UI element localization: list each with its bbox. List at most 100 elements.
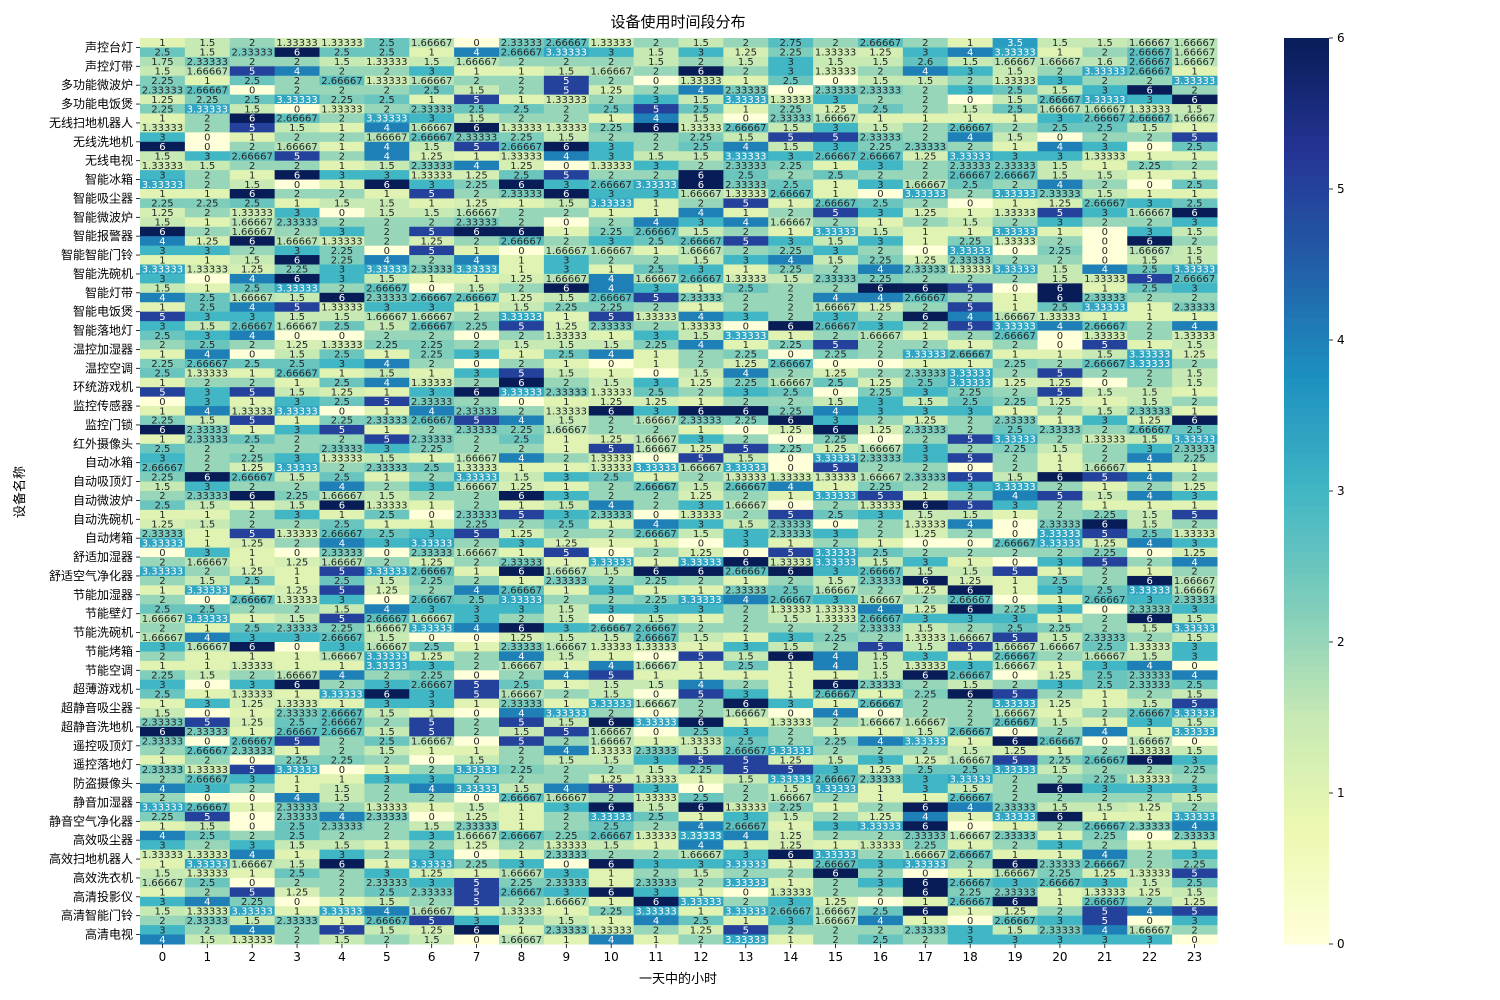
heatmap-cell — [992, 859, 1039, 869]
cell-annotation: 1.25 — [1049, 378, 1071, 389]
heatmap-cell — [454, 491, 500, 501]
y-tick-label: 声控灯带 — [85, 59, 133, 73]
heatmap-cell — [992, 840, 1039, 851]
cell-annotation: 3.33333 — [591, 199, 632, 210]
heatmap-cell — [543, 774, 590, 785]
cell-annotation: 2 — [1012, 680, 1018, 691]
cell-annotation: 1.33333 — [232, 661, 273, 672]
cell-annotation: 3 — [832, 529, 838, 540]
colorbar-segment — [1284, 906, 1329, 915]
heatmap-cell — [1037, 255, 1083, 265]
heatmap-cell — [633, 623, 680, 634]
heatmap-cell — [588, 396, 635, 407]
heatmap-cell — [813, 179, 859, 190]
heatmap-cell — [364, 38, 410, 48]
heatmap-cell — [902, 302, 949, 313]
y-tick-label: 智能智能门铃 — [61, 247, 133, 262]
heatmap-cell — [992, 302, 1039, 313]
heatmap-cell — [1082, 283, 1128, 294]
heatmap-cell — [140, 500, 186, 511]
cell-annotation: 4 — [1191, 321, 1197, 332]
heatmap-cell — [454, 783, 500, 794]
cell-annotation: 4 — [339, 671, 345, 682]
cell-annotation: 2.66667 — [411, 321, 452, 332]
cell-annotation: 2 — [159, 557, 165, 568]
heatmap-cell — [364, 47, 410, 58]
cell-annotation: 1.5 — [558, 67, 574, 78]
cell-annotation: 2 — [1057, 689, 1063, 700]
cell-annotation: 1 — [159, 435, 165, 446]
cell-annotation: 0 — [249, 350, 255, 361]
heatmap-cell — [902, 632, 949, 643]
cell-annotation: 2 — [1102, 218, 1108, 229]
cell-annotation: 1 — [473, 699, 479, 710]
heatmap-cell — [229, 642, 276, 652]
heatmap-cell — [1037, 594, 1083, 605]
cell-annotation: 5 — [743, 236, 749, 247]
heatmap-cell — [364, 340, 410, 350]
heatmap-cell — [364, 811, 410, 822]
heatmap-cell — [454, 830, 500, 841]
heatmap-cell — [813, 113, 859, 124]
heatmap-cell — [364, 708, 410, 718]
heatmap-cell — [1082, 160, 1128, 171]
heatmap-cell — [1037, 821, 1083, 832]
cell-annotation: 2 — [922, 321, 928, 332]
heatmap-cell — [184, 179, 231, 190]
cell-annotation: 2.66667 — [725, 567, 766, 578]
heatmap-cell — [723, 160, 769, 171]
heatmap-cell — [409, 151, 455, 162]
heatmap-cell — [1127, 755, 1173, 766]
heatmap-cell — [229, 292, 276, 303]
cell-annotation: 3.33333 — [411, 538, 452, 549]
heatmap-cell — [1082, 896, 1128, 907]
cell-annotation: 2 — [384, 784, 390, 795]
cell-annotation: 2 — [563, 104, 569, 115]
heatmap-cell — [184, 509, 231, 520]
heatmap-cell — [184, 66, 231, 77]
heatmap-cell — [1172, 94, 1218, 105]
cell-annotation: 2 — [473, 576, 479, 587]
cell-annotation: 2 — [877, 369, 883, 380]
cell-annotation: 4 — [249, 850, 255, 861]
heatmap-cell — [140, 283, 186, 294]
heatmap-cell — [633, 859, 680, 869]
heatmap-cell — [858, 462, 904, 473]
heatmap-cell — [992, 47, 1039, 58]
cell-annotation: 2 — [249, 38, 255, 49]
heatmap-cell — [1172, 56, 1218, 67]
heatmap-cell — [229, 330, 276, 341]
cell-annotation: 5 — [653, 104, 659, 115]
cell-annotation: 2 — [653, 925, 659, 936]
heatmap-cell — [1127, 66, 1173, 77]
heatmap-cell — [543, 396, 590, 407]
heatmap-cell — [1037, 811, 1083, 822]
cell-annotation: 2.25 — [331, 255, 353, 266]
cell-annotation: 2 — [922, 302, 928, 313]
heatmap-cell — [409, 462, 455, 473]
heatmap-cell — [409, 547, 455, 558]
cell-annotation: 1.33333 — [187, 869, 228, 880]
heatmap-cell — [184, 575, 231, 586]
heatmap-cell — [184, 679, 231, 690]
cell-annotation: 0 — [294, 642, 300, 653]
cell-annotation: 5 — [967, 472, 973, 483]
heatmap-cell — [588, 708, 635, 718]
cell-annotation: 1 — [159, 406, 165, 417]
heatmap-cell — [947, 104, 994, 114]
heatmap-cell — [184, 877, 231, 888]
heatmap-cell — [543, 264, 590, 275]
heatmap-cell — [813, 830, 859, 841]
colorbar-segment — [1284, 604, 1329, 613]
colorbar-segment — [1284, 868, 1329, 877]
heatmap-cell — [992, 217, 1039, 228]
heatmap-cell — [543, 575, 590, 586]
heatmap-cell — [1127, 472, 1173, 483]
heatmap-cell — [184, 915, 231, 926]
cell-annotation: 1 — [339, 510, 345, 521]
cell-annotation: 0 — [294, 180, 300, 191]
cell-annotation: 1.5 — [603, 840, 619, 851]
colorbar-segment — [1284, 642, 1329, 651]
cell-annotation: 2.5 — [379, 888, 395, 899]
cell-annotation: 2.66667 — [725, 123, 766, 134]
